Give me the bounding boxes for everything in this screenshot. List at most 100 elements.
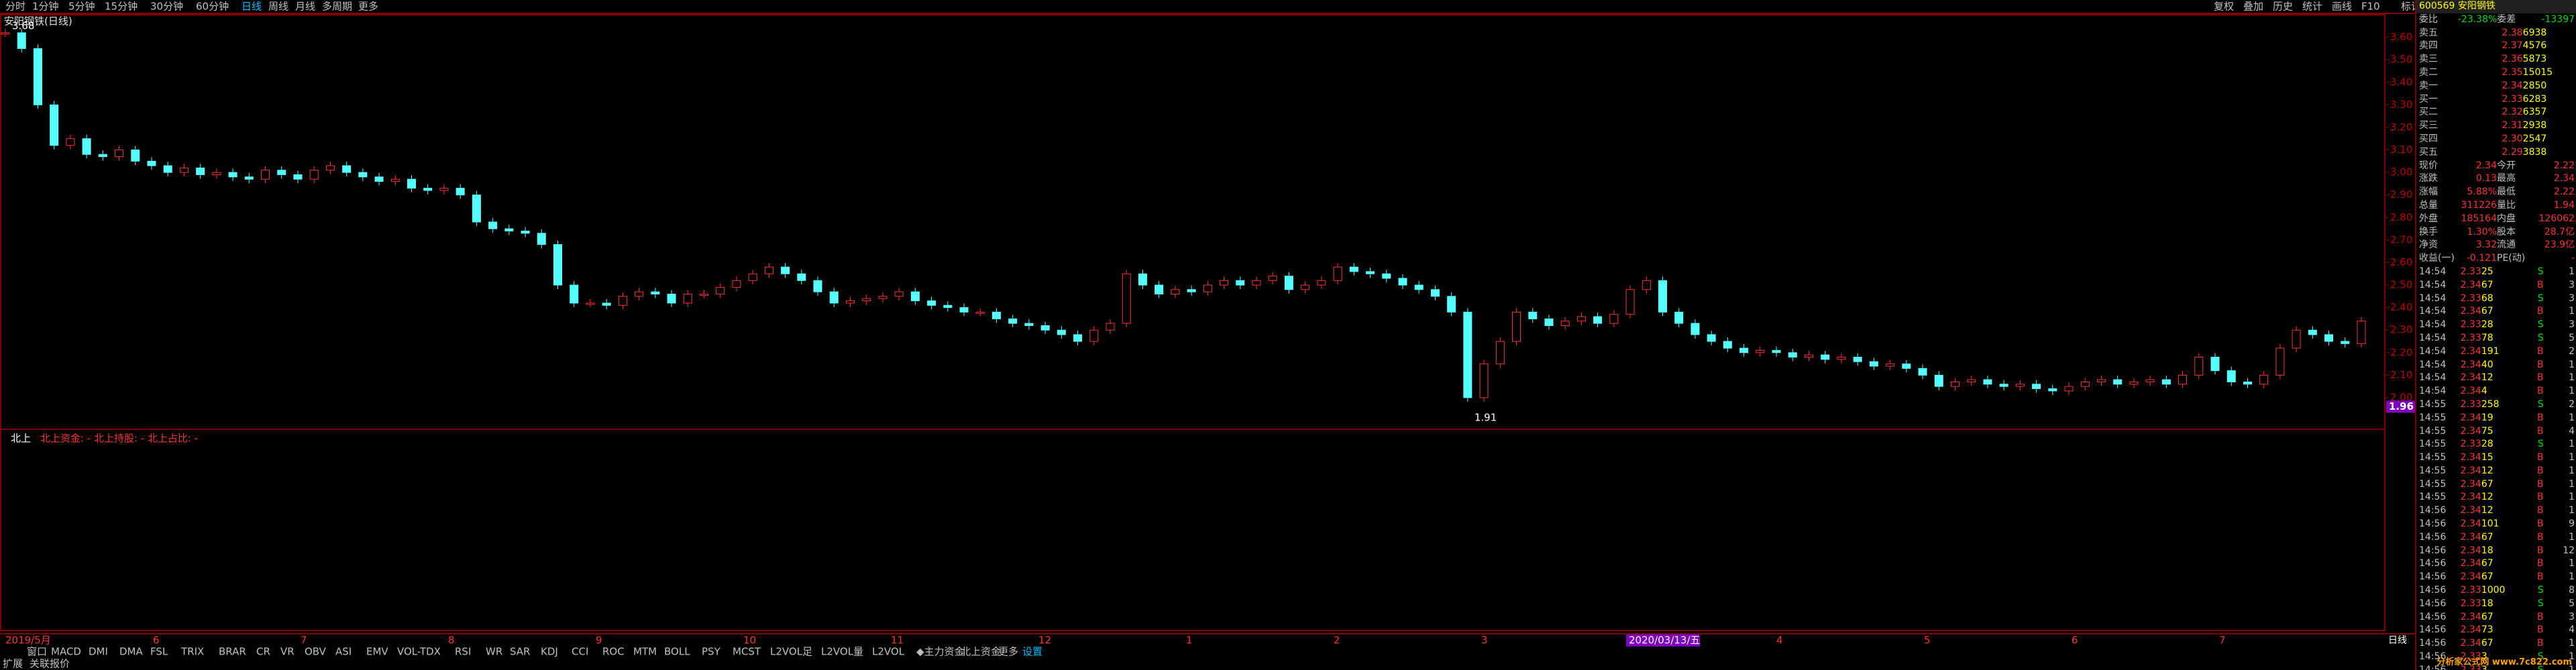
period-button[interactable]: 分时 [5, 1, 25, 13]
indicator-tab[interactable]: OBV [305, 646, 327, 658]
cell: 28 [2481, 439, 2493, 450]
cell: B [2537, 571, 2544, 583]
indicator-tab[interactable]: MCST [733, 646, 761, 658]
period-button[interactable]: 1分钟 [32, 1, 59, 13]
candle [764, 266, 773, 274]
indicator-tab[interactable]: CR [256, 646, 270, 658]
candle [651, 291, 660, 294]
cell: 0.13 [2475, 173, 2497, 184]
quote-info: 现价 2.34 今开 2.22 [2416, 160, 2576, 173]
cell: 2.34 [2460, 505, 2481, 516]
candle [1902, 364, 1911, 369]
candle [390, 178, 400, 182]
cell: S [2537, 585, 2544, 596]
indicator-tab[interactable]: 设置 [1022, 646, 1042, 658]
period-button[interactable]: 5分钟 [68, 1, 95, 13]
indicator-tab[interactable]: L2VOL [872, 646, 905, 658]
tool-button[interactable]: 复权 [2214, 1, 2234, 13]
indicator-tab[interactable]: VR [280, 646, 294, 658]
cell: 流通 [2497, 239, 2516, 251]
candle [1999, 384, 2008, 387]
indicator-tab[interactable]: ROC [602, 646, 625, 658]
tool-button[interactable]: 历史 [2273, 1, 2293, 13]
tool-button[interactable]: 标记 [2401, 1, 2415, 13]
indicator-tab[interactable]: L2VOL足 [770, 646, 812, 658]
indicator-tab[interactable]: DMA [119, 646, 143, 658]
tick-row: 14:54 2.33 68 S 3 [2416, 292, 2576, 306]
candle [1625, 289, 1635, 315]
candle [1187, 289, 1196, 292]
candle [586, 302, 595, 305]
candle [1008, 318, 1018, 324]
tool-button[interactable]: 统计 [2302, 1, 2322, 13]
period-button[interactable]: 30分钟 [150, 1, 183, 13]
indicator-tab[interactable]: ASI [335, 646, 352, 658]
cell: 14:56 [2419, 585, 2447, 596]
candle [2096, 379, 2106, 382]
cell: 18 [2481, 598, 2493, 609]
candle [1106, 323, 1115, 331]
indicator-tab[interactable]: SAR [510, 646, 530, 658]
candle [602, 302, 611, 306]
cell: 14:56 [2419, 518, 2447, 530]
indicator-tab[interactable]: RSI [455, 646, 471, 658]
indicator-tab[interactable]: EMV [366, 646, 388, 658]
cell: 12 [2481, 492, 2493, 503]
candle [2275, 347, 2285, 376]
period-button[interactable]: 日线 [241, 1, 262, 13]
indicator-tab[interactable]: ◆主力资金 [916, 646, 965, 658]
indicator-tab[interactable]: MTM [633, 646, 657, 658]
indicator-tab[interactable]: L2VOL量 [821, 646, 863, 658]
tool-button[interactable]: 叠加 [2243, 1, 2263, 13]
tool-button[interactable]: F10 [2361, 1, 2380, 13]
candle [1171, 289, 1180, 294]
frame [0, 14, 2385, 631]
cell: 1000 [2481, 585, 2506, 596]
cell: 28 [2481, 319, 2493, 331]
cell: B [2537, 624, 2544, 636]
watermark: 分析家公式网 www.7c822.com [2436, 657, 2572, 667]
cell: 2.34 [2460, 638, 2481, 649]
candle [1950, 381, 1960, 387]
chart-title: 安阳钢铁(日线) [4, 15, 72, 27]
period-button[interactable]: 月线 [295, 1, 315, 13]
tick-row: 14:54 2.34 4 B 1 [2416, 385, 2576, 398]
cell: 2.34 [2460, 624, 2481, 636]
period-button[interactable]: 15分钟 [105, 1, 138, 13]
indicator-tab[interactable]: 北上资金 [961, 646, 1001, 658]
indicator-tab[interactable]: KDJ [541, 646, 558, 658]
indicator-tab[interactable]: 窗口 [27, 646, 47, 658]
indicator-tab[interactable]: PSY [702, 646, 721, 658]
period-button[interactable]: 更多 [358, 1, 378, 13]
cell: 2 [2569, 345, 2575, 357]
indicator-tab[interactable]: FSL [150, 646, 168, 658]
tool-button[interactable]: 画线 [2332, 1, 2352, 13]
period-button[interactable]: 多周期 [322, 1, 352, 13]
cell: 14:54 [2419, 345, 2447, 357]
candle [1317, 280, 1326, 286]
cell: 1 [2569, 651, 2575, 663]
period-button[interactable]: 60分钟 [196, 1, 229, 13]
indicator-tab[interactable]: VOL-TDX [397, 646, 441, 658]
candle [910, 291, 920, 302]
indicator-tab[interactable]: MACD [51, 646, 81, 658]
period-button[interactable]: 周线 [268, 1, 288, 13]
tick-row: 14:56 2.33 3 S 1 [2416, 651, 2576, 664]
cell: 4 [2569, 624, 2575, 636]
indicator-tab[interactable]: TRIX [180, 646, 204, 658]
cell: 258 [2481, 398, 2500, 410]
indicator-tab[interactable]: BOLL [664, 646, 690, 658]
cell: 2.37 [2502, 40, 2523, 52]
indicator-tab[interactable]: 更多 [998, 646, 1018, 658]
cell: 3.32 [2475, 239, 2497, 251]
cell: S [2537, 332, 2544, 343]
candle [33, 48, 42, 105]
indicator-tab[interactable]: DMI [89, 646, 108, 658]
date-highlight [1626, 634, 1700, 647]
indicator-tab[interactable]: CCI [572, 646, 588, 658]
indicator-tab[interactable]: WR [486, 646, 502, 658]
candle [98, 154, 107, 158]
cell: 最低 [2497, 186, 2516, 198]
indicator-tab[interactable]: BRAR [219, 646, 246, 658]
y-tick-label: 2.10 [2390, 369, 2412, 381]
